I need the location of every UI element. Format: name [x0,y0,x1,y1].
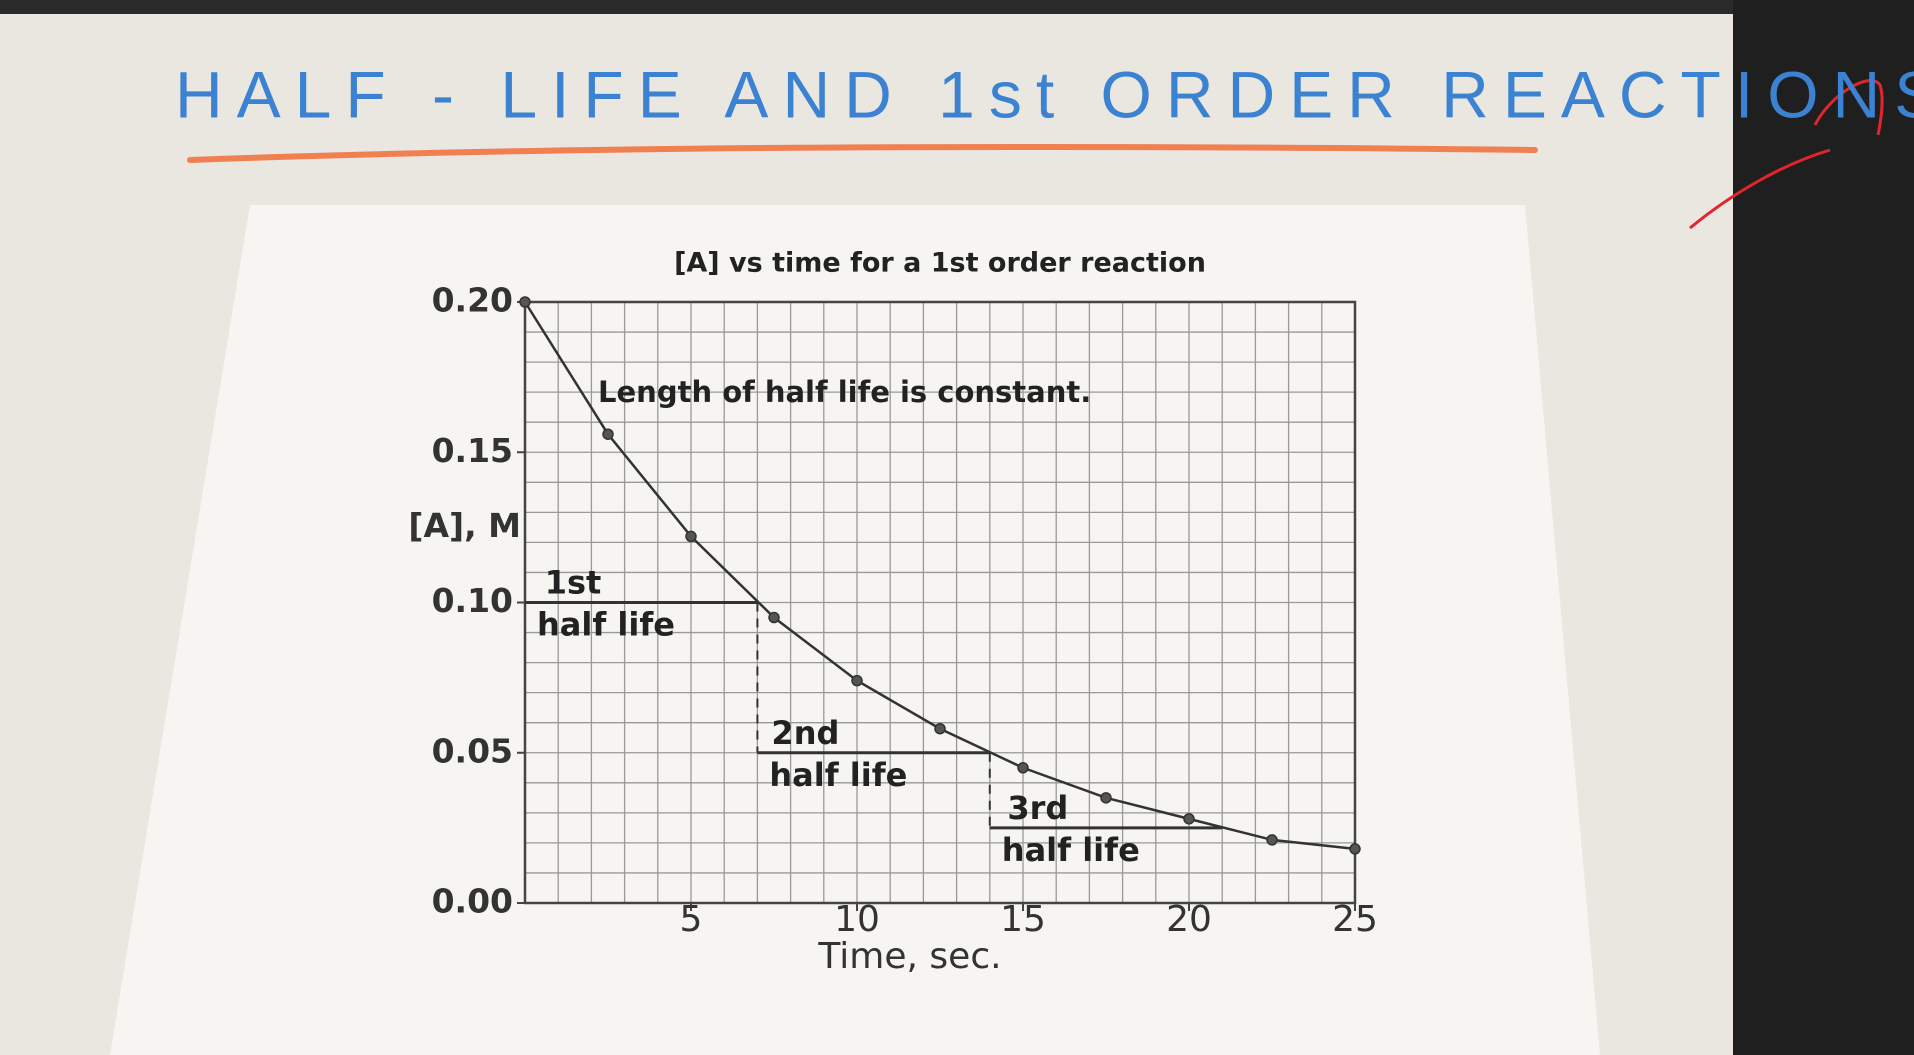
data-point [934,722,946,735]
half-life-label: half life [769,756,907,794]
data-point [1349,843,1361,855]
half-life-label: 2nd [771,714,839,752]
data-point [768,611,780,624]
y-tick-label: 0.10 [432,581,513,620]
x-tick-label: 10 [834,899,880,940]
y-tick-label: 0.20 [432,281,513,320]
x-tick-label: 15 [1000,899,1046,940]
chart-title: [A] vs time for a 1st order reaction [674,248,1206,279]
y-tick-label: 0.15 [432,431,513,470]
y-axis-label: [A], M [408,506,521,545]
half-life-label: 1st [545,564,602,602]
y-tick-label: 0.00 [432,882,513,921]
data-point [1100,792,1112,804]
data-point [1017,762,1029,774]
half-life-label: half life [1002,831,1140,869]
data-point [685,530,697,543]
side-panel [1733,0,1914,1055]
x-tick-label: 5 [680,899,703,940]
top-edge [0,0,1733,14]
underline [187,144,1538,163]
x-tick-label: 20 [1166,899,1212,940]
x-tick-label: 25 [1332,899,1378,940]
half-life-label: 3rd [1007,789,1068,827]
x-axis-label: Time, sec. [817,936,1001,977]
page-title: HALF - LIFE AND 1st ORDER REACTIONS [175,57,1914,131]
data-point [1266,834,1278,846]
annotation: Length of half life is constant. [598,375,1091,409]
y-tick-label: 0.05 [432,731,513,770]
data-point [519,296,531,308]
half-life-label: half life [537,606,675,644]
data-point [1183,813,1195,825]
red-scribble [1689,79,1884,230]
data-point [602,428,614,440]
data-point [851,674,863,687]
